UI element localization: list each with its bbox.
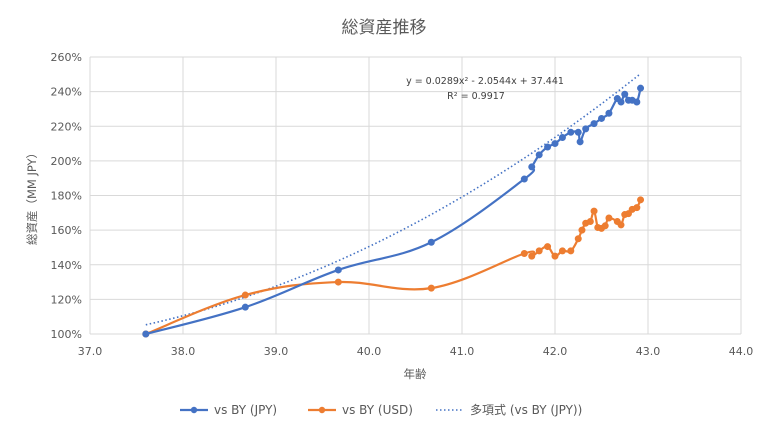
y-tick-label: 120% (51, 293, 82, 306)
data-point-usd (590, 207, 598, 215)
data-point-usd (637, 196, 645, 204)
y-tick-label: 100% (51, 328, 82, 341)
x-axis-ticks: 37.0 38.0 39.0 40.0 41.0 42.0 43.0 44.0 (78, 345, 754, 358)
data-point-jpy (637, 84, 645, 92)
data-point-usd (586, 217, 594, 225)
data-point-jpy (520, 175, 528, 183)
y-tick-label: 140% (51, 259, 82, 272)
y-tick-label: 200% (51, 155, 82, 168)
series-line-usd (145, 199, 642, 336)
data-point-jpy (590, 120, 598, 128)
x-axis-title: 年齢 (404, 367, 427, 381)
data-point-jpy (605, 109, 613, 117)
data-point-usd (334, 278, 342, 286)
legend-marker-jpy (190, 406, 198, 414)
y-axis-ticks: 100% 120% 140% 160% 180% 200% 220% 240% 260% (51, 51, 82, 341)
chart-title: 総資産推移 (342, 18, 427, 38)
trendline-equation: y = 0.0289x² - 2.0544x + 37.441 (406, 76, 564, 87)
data-point-usd (241, 291, 249, 299)
plot-series (142, 73, 645, 338)
data-point-usd (535, 247, 543, 255)
data-point-usd (520, 249, 528, 257)
x-tick-label: 42.0 (543, 345, 568, 358)
data-point-jpy (621, 90, 629, 98)
data-point-jpy (582, 125, 590, 133)
x-tick-label: 41.0 (450, 345, 475, 358)
data-point-usd (558, 247, 566, 255)
data-point-usd (605, 214, 613, 222)
series-line-jpy (145, 87, 642, 336)
data-point-usd (567, 247, 575, 255)
x-tick-label: 39.0 (264, 345, 289, 358)
data-point-usd (578, 226, 586, 234)
legend-marker-usd (318, 406, 326, 414)
data-point-jpy (142, 330, 150, 338)
legend: vs BY (JPY) vs BY (USD) 多項式 (vs BY (JPY)) (180, 403, 582, 417)
data-point-jpy (633, 98, 641, 106)
y-tick-label: 240% (51, 86, 82, 99)
data-point-usd (544, 243, 552, 251)
data-point-jpy (567, 128, 575, 136)
data-point-usd (601, 222, 609, 230)
data-point-jpy (551, 140, 559, 148)
data-point-usd (624, 210, 632, 218)
data-point-jpy (241, 303, 249, 311)
x-tick-label: 43.0 (636, 345, 661, 358)
data-point-jpy (576, 138, 584, 146)
x-tick-label: 38.0 (171, 345, 196, 358)
x-tick-label: 37.0 (78, 345, 103, 358)
legend-label-trend: 多項式 (vs BY (JPY)) (470, 403, 582, 417)
data-point-jpy (535, 151, 543, 159)
data-point-jpy (558, 134, 566, 142)
y-tick-label: 160% (51, 224, 82, 237)
data-point-usd (551, 252, 559, 260)
y-tick-label: 180% (51, 190, 82, 203)
y-tick-label: 220% (51, 120, 82, 133)
data-point-jpy (528, 163, 536, 171)
trendline (145, 73, 642, 326)
data-point-usd (528, 252, 536, 260)
legend-label-jpy: vs BY (JPY) (214, 403, 277, 417)
trendline-r-squared: R² = 0.9917 (447, 91, 505, 102)
legend-label-usd: vs BY (USD) (342, 403, 413, 417)
data-point-jpy (544, 143, 552, 151)
data-point-jpy (427, 238, 435, 246)
y-tick-label: 260% (51, 51, 82, 64)
data-point-jpy (574, 128, 582, 136)
data-point-usd (574, 235, 582, 243)
data-point-jpy (617, 98, 625, 106)
data-point-usd (617, 221, 625, 229)
x-tick-label: 44.0 (729, 345, 754, 358)
data-point-usd (427, 284, 435, 292)
x-tick-label: 40.0 (357, 345, 382, 358)
data-point-jpy (598, 114, 606, 122)
data-point-jpy (334, 266, 342, 274)
data-point-usd (633, 204, 641, 212)
y-axis-title: 総資産（MM JPY） (25, 147, 39, 245)
gridlines (89, 56, 742, 335)
